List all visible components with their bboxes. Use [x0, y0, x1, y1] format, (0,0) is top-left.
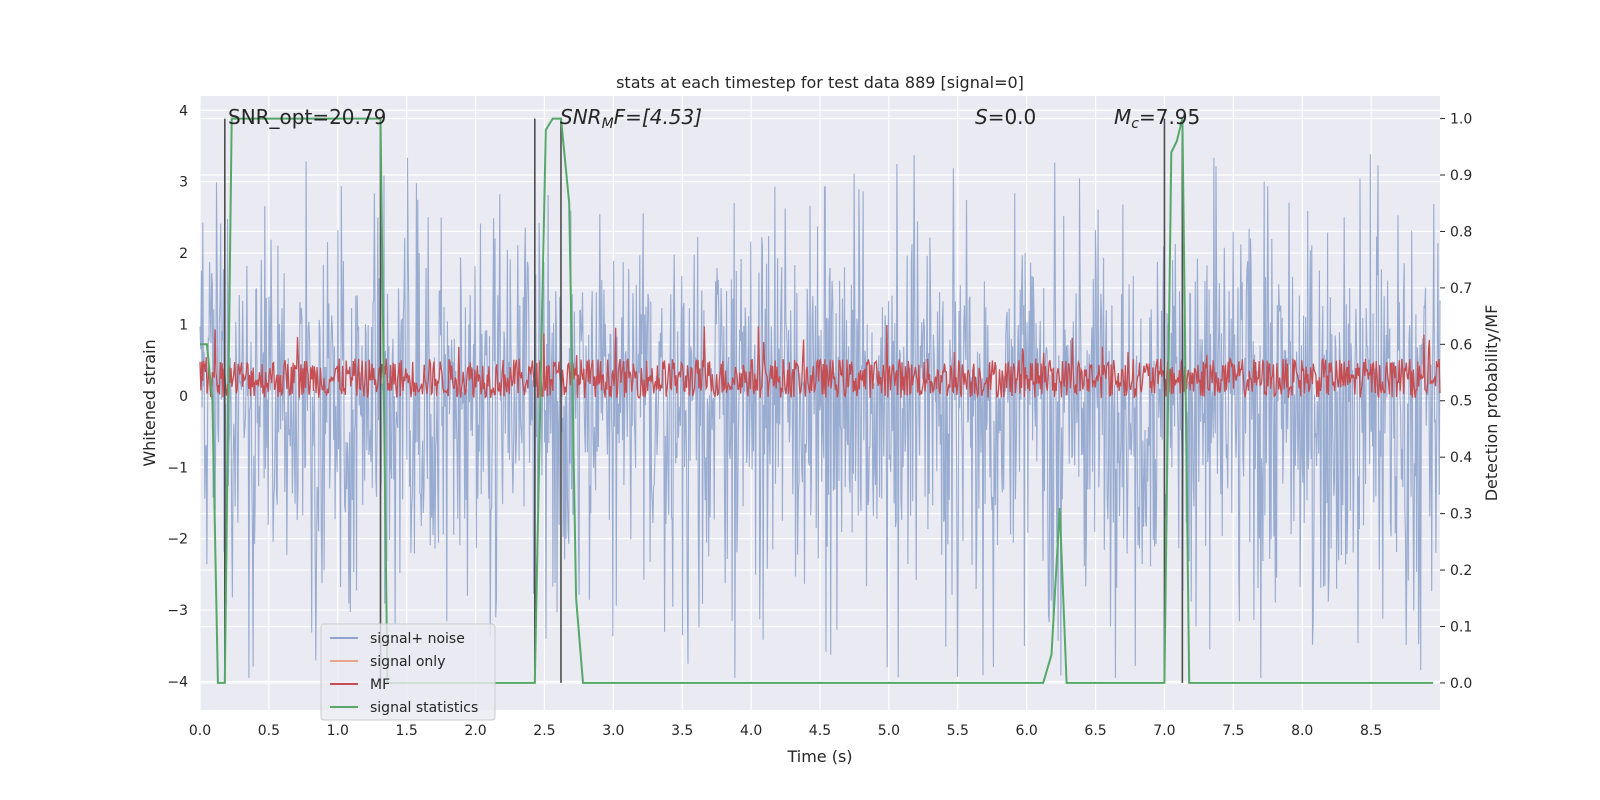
snr-mf-main: SNR	[560, 105, 602, 129]
x-tick-label: 0.0	[189, 723, 211, 739]
y-tick-label: −3	[167, 603, 188, 619]
y-tick-label: 2	[179, 246, 188, 262]
y-right-tick-label: 0.1	[1450, 619, 1472, 635]
mf-line	[199, 324, 1441, 399]
y-right-tick-label: 0.4	[1450, 450, 1472, 466]
snr-opt-annotation: SNR_opt=20.79	[228, 105, 386, 129]
snr-mf-sub: M	[602, 116, 614, 132]
x-tick-label: 8.0	[1291, 723, 1313, 739]
y-tick-label: −4	[167, 674, 188, 690]
y-tick-label: 3	[179, 175, 188, 191]
legend-label-signal-noise: signal+ noise	[370, 631, 465, 647]
y-right-tick-label: 0.5	[1450, 394, 1472, 410]
y-axis-title: Whitened strain	[140, 339, 159, 466]
mc-rest: =7.95	[1139, 105, 1200, 129]
legend-label-signal-only: signal only	[370, 654, 445, 670]
signal-noise-series	[199, 154, 1441, 678]
x-tick-label: 7.5	[1222, 723, 1244, 739]
vertical-markers	[224, 118, 1184, 683]
legend: signal+ noise signal only MF signal stat…	[320, 623, 496, 721]
y-tick-label: 4	[179, 103, 188, 119]
x-tick-label: 2.5	[533, 723, 555, 739]
signal-noise-line	[199, 154, 1441, 678]
x-tick-label: 3.5	[671, 723, 693, 739]
y-tick-label: 0	[179, 389, 188, 405]
mc-sub: c	[1131, 116, 1139, 132]
mc-main: M	[1114, 105, 1131, 129]
s-annotation: S=0.0	[975, 105, 1036, 129]
x-tick-label: 7.0	[1153, 723, 1175, 739]
y-right-tick-label: 0.8	[1450, 224, 1472, 240]
y-right-tick-label: 0.7	[1450, 281, 1472, 297]
legend-label-signal-statistics: signal statistics	[370, 700, 478, 716]
y-right-tick-label: 0.9	[1450, 168, 1472, 184]
x-tick-label: 5.0	[878, 723, 900, 739]
x-tick-label: 4.0	[740, 723, 762, 739]
x-tick-label: 2.0	[464, 723, 486, 739]
x-tick-label: 1.0	[327, 723, 349, 739]
x-tick-label: 3.0	[602, 723, 624, 739]
x-tick-label: 0.5	[258, 723, 280, 739]
axis-ticks: 0.0 0.5 1.0 1.5 2.0 2.5 3.0 3.5 4.0 4.5 5.0 5.5 6.0 6…	[167, 103, 1472, 739]
y-right-tick-label: 0.6	[1450, 337, 1472, 353]
y-right-tick-label: 0.0	[1450, 676, 1472, 692]
x-tick-label: 6.0	[1016, 723, 1038, 739]
mf-series	[199, 324, 1441, 399]
y-tick-label: −1	[167, 460, 188, 476]
x-tick-label: 5.5	[947, 723, 969, 739]
y-right-tick-label: 0.2	[1450, 563, 1472, 579]
legend-box	[320, 623, 496, 721]
snr-mf-rest: F=[4.53]	[614, 105, 702, 129]
x-tick-label: 6.5	[1084, 723, 1106, 739]
x-tick-label: 8.5	[1360, 723, 1382, 739]
s-rest: =0.0	[988, 105, 1037, 129]
snr-mf-annotation: SNRMF=[4.53]	[560, 105, 702, 132]
y-tick-label: −2	[167, 532, 188, 548]
s-main: S	[975, 105, 988, 129]
mc-annotation: Mc=7.95	[1114, 105, 1200, 132]
x-tick-label: 4.5	[809, 723, 831, 739]
y-right-tick-label: 0.3	[1450, 507, 1472, 523]
y-right-tick-label: 1.0	[1450, 112, 1472, 128]
x-tick-label: 1.5	[396, 723, 418, 739]
y-tick-label: 1	[179, 317, 188, 333]
legend-label-mf: MF	[370, 677, 390, 693]
signal-statistics-series	[200, 117, 1434, 684]
x-axis-title: Time (s)	[786, 747, 852, 766]
chart-title: stats at each timestep for test data 889…	[616, 73, 1024, 92]
signal-statistics-line	[200, 117, 1434, 684]
y-axis-right-title: Detection probability/MF	[1482, 305, 1501, 502]
